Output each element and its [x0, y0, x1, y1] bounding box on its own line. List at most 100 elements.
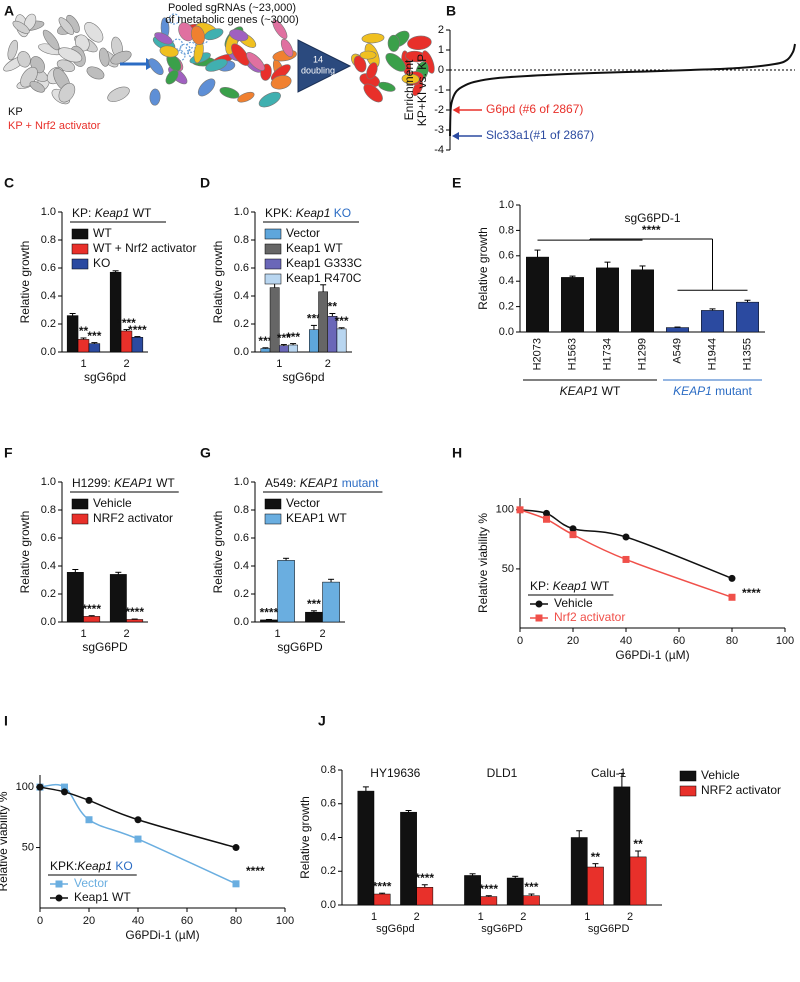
cell [231, 43, 250, 66]
x-tick-label: 20 [567, 635, 579, 647]
marker [543, 509, 550, 517]
significance: **** [742, 586, 761, 600]
marker [232, 880, 240, 888]
bar [400, 811, 417, 906]
cell [190, 25, 205, 46]
x-tick-label: 2 [319, 628, 325, 640]
cell [407, 35, 432, 51]
bar [629, 856, 647, 906]
group-label-part: WT [598, 384, 621, 398]
cell [58, 82, 76, 103]
x-tick-label: 2 [520, 911, 526, 923]
bar [570, 837, 588, 906]
legend-swatch [679, 770, 697, 782]
legend-label: WT [93, 226, 112, 240]
triangle [297, 39, 352, 93]
y-axis-label: Relative growth [476, 227, 490, 310]
marker [55, 894, 63, 902]
enrichment-curve [449, 43, 796, 137]
annotation: Slc33a1(#1 of 2867) [486, 128, 594, 142]
group-label-part: KEAP1 [560, 384, 599, 398]
legend-swatch [71, 258, 89, 270]
bar [83, 616, 101, 623]
chart-title: sgG6PD-1 [624, 211, 680, 225]
y-tick-label: 0.8 [41, 234, 56, 246]
legend-label: Keap1 R470C [286, 271, 362, 285]
y-tick-label: 0.8 [321, 764, 336, 776]
bar [526, 256, 549, 333]
x-tick-label: 1 [80, 358, 86, 370]
marker [543, 515, 550, 523]
legend-swatch [679, 785, 697, 797]
bar [260, 348, 271, 353]
chart-title-part: KPK: [265, 206, 296, 220]
y-tick-label: 0.4 [41, 560, 56, 572]
y-tick-label: -3 [434, 124, 444, 136]
y-tick-label: 0.4 [499, 275, 514, 287]
y-tick-label: 1.0 [41, 476, 56, 488]
significance: **** [117, 316, 136, 330]
significance: **** [373, 879, 392, 893]
cell [361, 33, 385, 44]
cell [159, 45, 179, 58]
y-tick-label: 1.0 [41, 206, 56, 218]
chart-title-part: Keap1 [296, 206, 331, 220]
legend-title-part: KPK: [50, 859, 77, 873]
chart-title-part: KP: [72, 206, 95, 220]
cell [401, 73, 420, 85]
x-axis-label: sgG6PD [277, 640, 323, 654]
marker [622, 533, 630, 541]
x-tick-label: 1 [371, 911, 377, 923]
bar [288, 344, 298, 353]
chart-title-part: H1299: [72, 476, 114, 490]
annotation: G6pd (#6 of 2867) [486, 102, 583, 116]
chart-title-part: KEAP1 [114, 476, 153, 490]
cell [246, 52, 265, 71]
legend-label: Vector [286, 496, 320, 510]
bar [701, 310, 724, 333]
cell [378, 81, 396, 92]
y-tick-label: 0.8 [499, 224, 514, 236]
legend-title-part: KO [112, 859, 133, 873]
significance: *** [277, 331, 291, 345]
panel-letter: H [452, 445, 462, 461]
y-tick-label: 0.8 [234, 234, 249, 246]
y-tick-label: 1.0 [234, 476, 249, 488]
legend-label: WT + Nrf2 activator [93, 241, 196, 255]
y-tick-label: 0.6 [41, 262, 56, 274]
legend-label: Vector [286, 226, 320, 240]
significance: **** [246, 864, 265, 878]
significance: **** [82, 602, 101, 616]
bar [131, 337, 144, 353]
y-axis-label: Relative growth [211, 241, 225, 324]
x-tick-label: H1734 [601, 338, 613, 370]
bar [66, 572, 84, 623]
y-tick-label: -4 [434, 144, 444, 156]
y-tick-label: 1.0 [499, 199, 514, 211]
chart-title: A549: KEAP1 mutant [265, 476, 379, 490]
group-name: DLD1 [487, 766, 518, 780]
y-axis-label: Relative viability % [0, 791, 10, 891]
legend-label: Keap1 WT [74, 890, 131, 904]
chart-title: H1299: KEAP1 WT [72, 476, 175, 490]
y-tick-label: 0.2 [499, 301, 514, 313]
y-axis-label: Enrichment [402, 59, 416, 120]
marker [569, 531, 577, 539]
y-tick-label: 0.2 [41, 588, 56, 600]
y-axis-label: KP+KI vs. KP [415, 54, 429, 126]
y-axis-label: Relative viability % [476, 513, 490, 613]
legend-swatch [264, 228, 282, 240]
marker [85, 796, 93, 804]
chart-title-part: WT [129, 206, 152, 220]
cell [237, 91, 255, 103]
cell [258, 91, 281, 108]
y-tick-label: 0.0 [41, 616, 56, 628]
y-tick-label: 0.4 [234, 290, 249, 302]
legend-label: NRF2 activator [701, 783, 781, 797]
significance: *** [524, 880, 538, 894]
cell [272, 19, 288, 40]
x-tick-label: 1 [584, 911, 590, 923]
bar [260, 619, 278, 623]
marker [85, 816, 93, 824]
marker [134, 816, 142, 824]
